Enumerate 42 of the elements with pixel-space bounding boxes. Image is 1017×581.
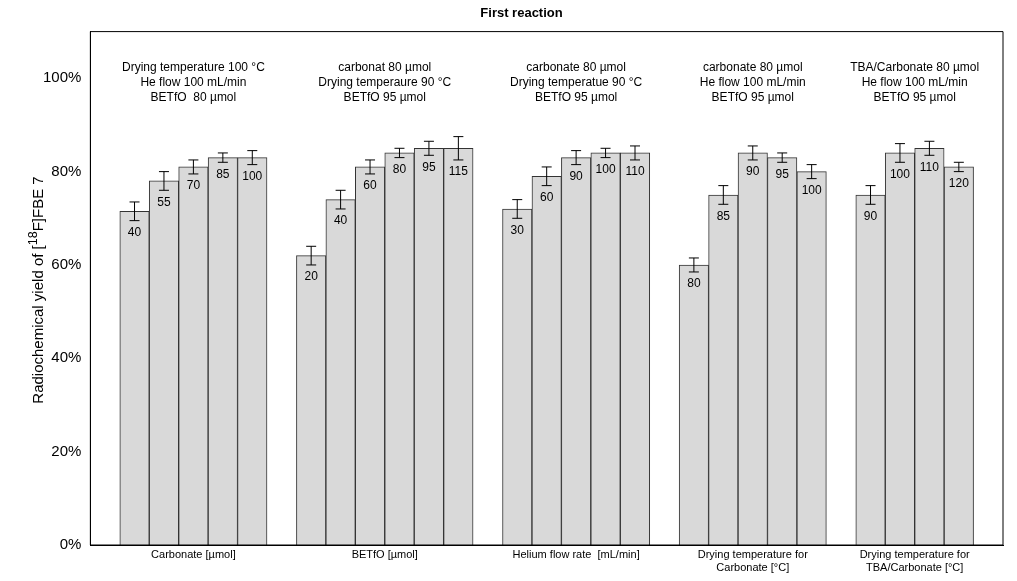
- y-tick-label: 20%: [51, 441, 82, 459]
- y-tick-label: 100%: [42, 68, 82, 86]
- y-tick-label: 40%: [51, 348, 82, 366]
- x-tick-label: 90: [746, 164, 760, 179]
- x-tick-label: 20: [304, 269, 319, 284]
- x-tick-label: 95: [422, 159, 436, 174]
- annotation: carbonat 80 µmol Drying temperaure 90 °C BETfO 95 µmol: [318, 59, 452, 104]
- x-tick-label: 90: [569, 168, 584, 183]
- x-tick-label: 30: [510, 222, 525, 237]
- x-tick-label: 100: [595, 161, 616, 176]
- text: Drying temperature for TBA/Carbonate [°C]: [859, 547, 971, 573]
- x-tick-label: 100: [242, 168, 263, 183]
- x-tick-label: 100: [889, 166, 911, 181]
- x-tick-label: 40: [127, 224, 142, 239]
- text: Drying temperature for Carbonate [°C]: [697, 547, 809, 573]
- x-tick-label: 85: [216, 166, 230, 181]
- y-tick-label: 80%: [51, 161, 82, 179]
- x-tick-label: 80: [687, 276, 701, 291]
- chart-title: First reaction: [480, 5, 563, 21]
- x-tick-label: 110: [919, 159, 940, 174]
- y-tick-label: 0%: [59, 535, 82, 553]
- x-tick-label: 100: [801, 182, 822, 197]
- x-tick-label: 55: [157, 194, 171, 209]
- x-tick-label: 115: [448, 164, 469, 179]
- y-tick-label: 60%: [51, 255, 82, 273]
- text: Helium flow rate [mL/min]: [512, 547, 640, 560]
- x-tick-label: 40: [333, 213, 348, 228]
- x-tick-label: 85: [716, 208, 731, 223]
- x-tick-label: 95: [775, 166, 790, 181]
- annotation: carbonate 80 µmol He flow 100 mL/min BETfO 95 µmol: [699, 59, 806, 104]
- x-tick-label: 110: [625, 164, 645, 179]
- text: BETfO [µmol]: [351, 547, 418, 560]
- x-tick-label: 90: [863, 208, 878, 223]
- annotation: TBA/Carbonate 80 µmol He flow 100 mL/min BETfO 95 µmol: [850, 59, 980, 104]
- text: Carbonate [µmol]: [151, 547, 236, 560]
- x-tick-label: 60: [363, 178, 378, 193]
- x-tick-label: 80: [392, 161, 407, 176]
- x-tick-label: 120: [948, 175, 970, 190]
- x-tick-label: 60: [540, 189, 554, 204]
- annotation: carbonate 80 µmol Drying temperatue 90 °C BETfO 95 µmol: [510, 59, 643, 104]
- annotation: Drying temperature 100 °C He flow 100 mL/min BETfO 80 µmol: [121, 59, 266, 104]
- x-tick-label: 70: [186, 178, 201, 193]
